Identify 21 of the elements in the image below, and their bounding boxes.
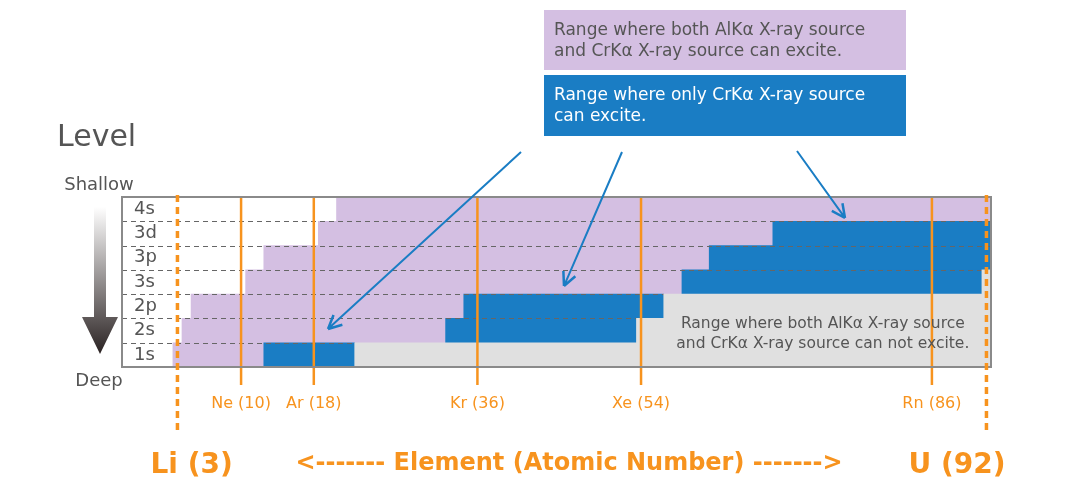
annotation: Deep [75,368,123,390]
ref-line-label: U (92) [908,447,1006,481]
x-tick-label: Ar (18) [286,392,342,412]
y-tick-label: 3d [134,221,157,243]
text: Shallow [64,172,134,194]
x-tick-label: Kr (36) [449,392,505,412]
x-tick-label: Xe (54) [612,392,671,412]
text: Range where both AlKα X-ray source and CrKα X-ray source can excite. [554,19,866,60]
y-tick-label: 1s [134,342,155,364]
bar [263,342,356,367]
y-tick-label: 4s [134,196,155,218]
y-tick-label: 2s [134,318,155,340]
y-axis-title: Level [57,118,137,153]
y-tick-label: 2p [134,293,157,315]
x-axis-title: <------- Element (Atomic Number) -------> [295,448,843,477]
x-tick-label: Ne (10) [211,392,271,412]
y-tick-label: 3s [134,269,155,291]
y-tick-label: 3p [134,245,157,267]
text: Range where only CrKα X-ray source can excite. [554,84,866,126]
ref-line-label: Li (3) [150,447,233,481]
x-tick-label: Rn (86) [902,392,962,412]
